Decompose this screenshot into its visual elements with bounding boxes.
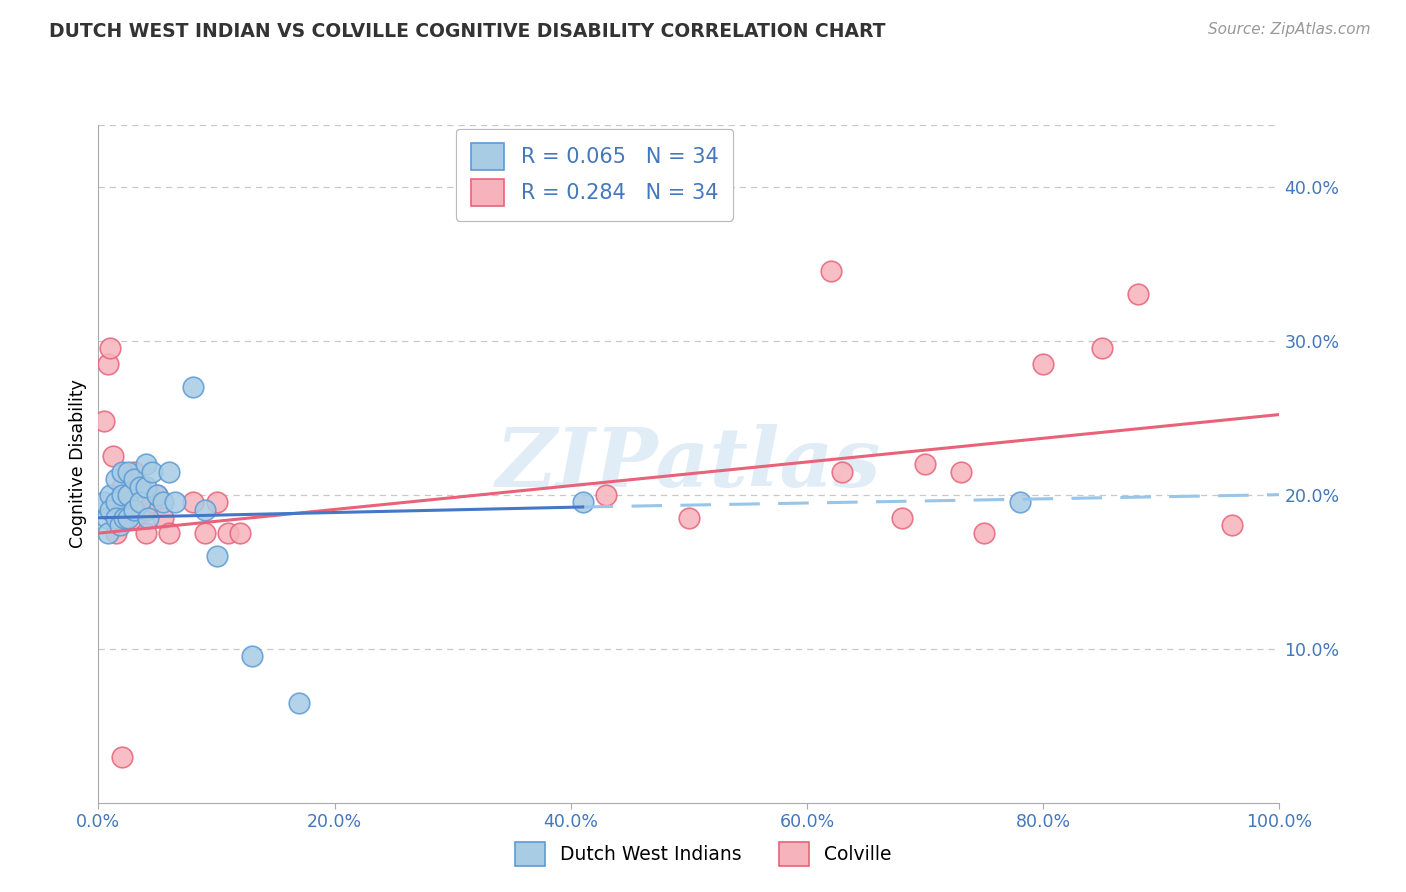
Point bbox=[595, 488, 617, 502]
Point bbox=[194, 526, 217, 541]
Point bbox=[141, 495, 163, 509]
Text: Source: ZipAtlas.com: Source: ZipAtlas.com bbox=[1208, 22, 1371, 37]
Legend: Dutch West Indians, Colville: Dutch West Indians, Colville bbox=[508, 835, 898, 873]
Point bbox=[194, 503, 217, 517]
Point bbox=[914, 457, 936, 471]
Point bbox=[217, 526, 239, 541]
Point bbox=[136, 510, 159, 524]
Point bbox=[105, 472, 128, 486]
Point bbox=[122, 503, 145, 517]
Point bbox=[678, 510, 700, 524]
Point bbox=[135, 503, 157, 517]
Y-axis label: Cognitive Disability: Cognitive Disability bbox=[69, 379, 87, 549]
Point bbox=[1126, 287, 1149, 301]
Point bbox=[152, 495, 174, 509]
Point bbox=[93, 495, 115, 509]
Point bbox=[890, 510, 912, 524]
Point bbox=[97, 526, 120, 541]
Point bbox=[141, 465, 163, 479]
Point bbox=[973, 526, 995, 541]
Point bbox=[111, 480, 134, 494]
Point bbox=[93, 414, 115, 428]
Point bbox=[122, 472, 145, 486]
Point bbox=[240, 649, 263, 664]
Legend: R = 0.065   N = 34, R = 0.284   N = 34: R = 0.065 N = 34, R = 0.284 N = 34 bbox=[456, 128, 733, 220]
Point bbox=[205, 495, 228, 509]
Point bbox=[157, 526, 180, 541]
Point bbox=[117, 510, 139, 524]
Text: DUTCH WEST INDIAN VS COLVILLE COGNITIVE DISABILITY CORRELATION CHART: DUTCH WEST INDIAN VS COLVILLE COGNITIVE … bbox=[49, 22, 886, 41]
Point bbox=[111, 488, 134, 502]
Point bbox=[128, 495, 150, 509]
Point bbox=[165, 495, 187, 509]
Point bbox=[105, 495, 128, 509]
Point bbox=[1008, 495, 1031, 509]
Point bbox=[135, 526, 157, 541]
Point bbox=[181, 495, 204, 509]
Point bbox=[96, 510, 118, 524]
Point bbox=[111, 465, 134, 479]
Point bbox=[108, 495, 131, 509]
Point bbox=[1091, 341, 1114, 355]
Point bbox=[146, 488, 169, 502]
Point bbox=[205, 549, 228, 564]
Point bbox=[1220, 518, 1243, 533]
Point bbox=[288, 696, 311, 710]
Point bbox=[111, 749, 134, 764]
Point bbox=[128, 480, 150, 494]
Point bbox=[101, 449, 124, 463]
Point bbox=[117, 495, 139, 509]
Point bbox=[146, 488, 169, 502]
Point bbox=[181, 380, 204, 394]
Point bbox=[98, 341, 121, 355]
Point bbox=[105, 526, 128, 541]
Point bbox=[112, 510, 135, 524]
Point bbox=[97, 357, 120, 371]
Point bbox=[105, 510, 128, 524]
Point bbox=[122, 465, 145, 479]
Point bbox=[117, 488, 139, 502]
Point bbox=[98, 503, 121, 517]
Point bbox=[105, 495, 128, 509]
Text: ZIPatlas: ZIPatlas bbox=[496, 424, 882, 504]
Point bbox=[122, 510, 145, 524]
Point bbox=[831, 465, 853, 479]
Point bbox=[117, 465, 139, 479]
Point bbox=[571, 495, 593, 509]
Point bbox=[1032, 357, 1054, 371]
Point bbox=[229, 526, 252, 541]
Point bbox=[820, 264, 842, 278]
Point bbox=[108, 518, 131, 533]
Point bbox=[157, 465, 180, 479]
Point bbox=[152, 510, 174, 524]
Point bbox=[128, 480, 150, 494]
Point bbox=[112, 510, 135, 524]
Point bbox=[98, 488, 121, 502]
Point bbox=[949, 465, 972, 479]
Point bbox=[135, 457, 157, 471]
Point bbox=[135, 480, 157, 494]
